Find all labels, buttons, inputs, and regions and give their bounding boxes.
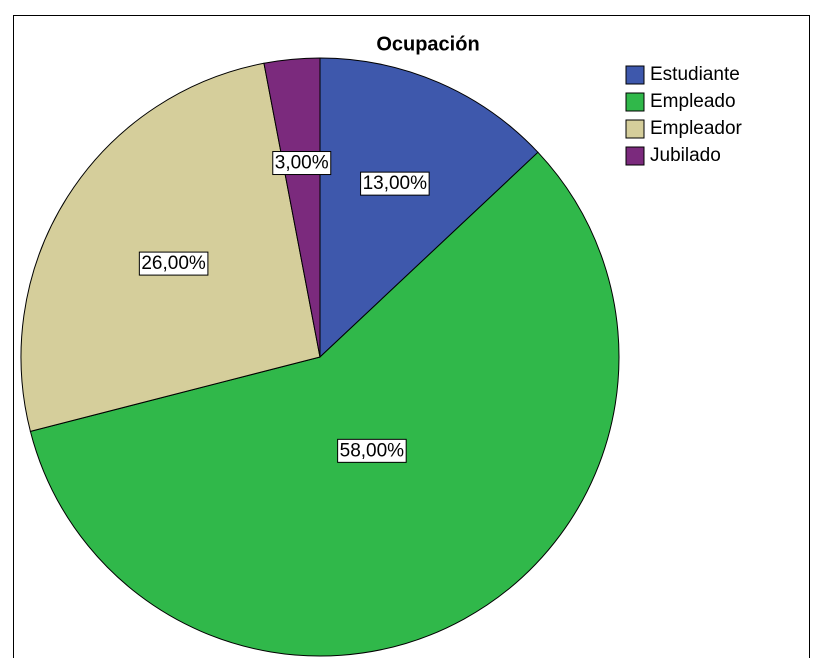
- data-label: 26,00%: [141, 253, 206, 274]
- legend-swatch: [625, 92, 645, 112]
- data-label-box: [337, 438, 407, 463]
- data-label: 58,00%: [340, 440, 405, 461]
- legend-label: Estudiante: [650, 64, 740, 85]
- chart-title: Ocupación: [376, 33, 479, 55]
- legend-swatch: [625, 146, 645, 166]
- data-label-box: [360, 171, 430, 196]
- pie-slice: [20, 62, 321, 432]
- pie-slice: [319, 57, 539, 359]
- pie-slice: [29, 151, 620, 657]
- data-label-box: [138, 251, 209, 276]
- legend-label: Empleado: [650, 91, 736, 112]
- legend-label: Empleador: [650, 118, 743, 139]
- legend-swatch: [625, 65, 645, 85]
- legend-label: Jubilado: [650, 145, 721, 166]
- frame: [13, 15, 810, 658]
- data-label: 13,00%: [363, 173, 428, 194]
- data-label-box: [272, 151, 332, 176]
- data-label: 3,00%: [275, 153, 329, 174]
- legend-swatch: [625, 119, 645, 139]
- pie-slice: [263, 57, 321, 358]
